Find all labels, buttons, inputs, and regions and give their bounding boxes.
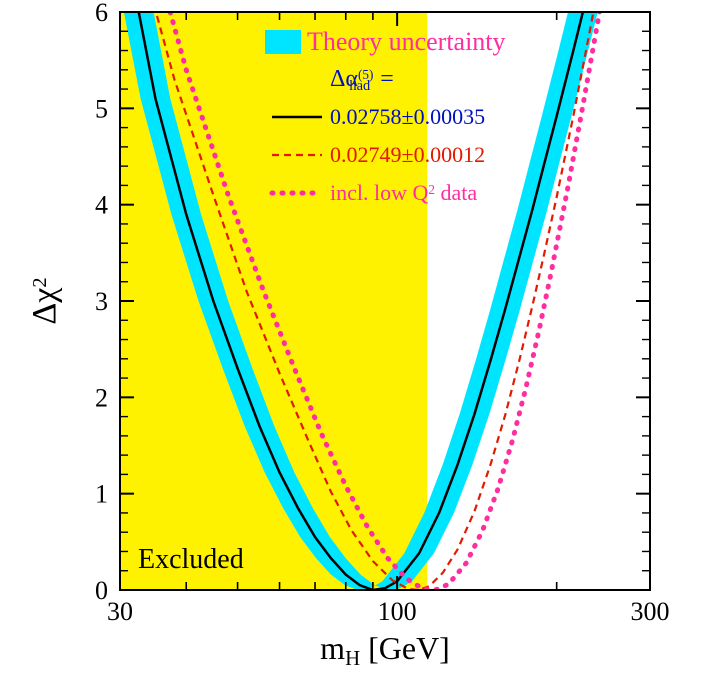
y-tick-label-6: 6 bbox=[95, 0, 108, 27]
x-tick-label-300: 300 bbox=[631, 597, 670, 626]
excluded-label: Excluded bbox=[138, 544, 244, 575]
x-tick-label-100: 100 bbox=[378, 597, 417, 626]
legend-label-solid: 0.02758±0.00035 bbox=[330, 104, 485, 129]
x-axis-label: mH [GeV] bbox=[320, 630, 450, 670]
legend-header: Δα(5)had = bbox=[330, 66, 394, 94]
legend-label-dotted: incl. low Q2 data bbox=[330, 180, 477, 205]
y-tick-label-3: 3 bbox=[95, 287, 108, 316]
y-tick-label-0: 0 bbox=[95, 576, 108, 605]
legend-band-label: Theory uncertainty bbox=[307, 27, 506, 56]
legend-label-dashed: 0.02749±0.00012 bbox=[330, 142, 485, 167]
y-tick-label-1: 1 bbox=[95, 480, 108, 509]
y-tick-label-2: 2 bbox=[95, 383, 108, 412]
chi2-vs-mh-chart: Excluded Theory uncertainty Δα(5)had = 0.02… bbox=[0, 0, 707, 677]
y-tick-label-4: 4 bbox=[95, 191, 108, 220]
chart-container: Excluded Theory uncertainty Δα(5)had = 0.02… bbox=[0, 0, 707, 677]
x-tick-label-30: 30 bbox=[107, 597, 133, 626]
y-tick-label-5: 5 bbox=[95, 94, 108, 123]
plot-area: Excluded Theory uncertainty Δα(5)had = 0.02… bbox=[113, 0, 650, 590]
legend-band-swatch bbox=[265, 30, 301, 54]
